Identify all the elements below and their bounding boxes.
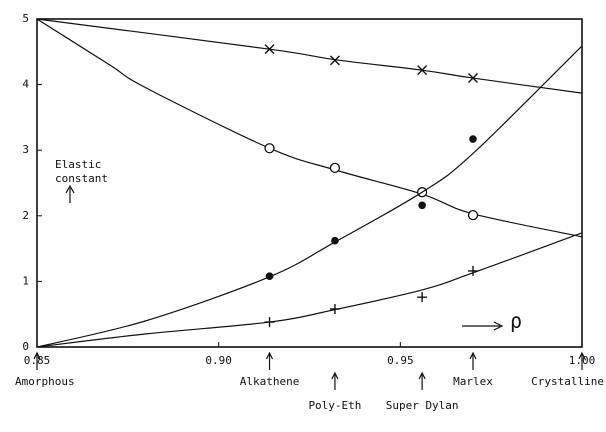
y-tick-label: 3 bbox=[22, 143, 29, 156]
material-label: Alkathene bbox=[240, 375, 300, 388]
fit-curve bbox=[36, 45, 583, 348]
y-axis-label: Elastic bbox=[55, 158, 101, 171]
fit-curve bbox=[36, 18, 583, 94]
marker-x bbox=[468, 73, 478, 84]
arrow-head bbox=[65, 184, 75, 194]
material-label: Crystalline bbox=[531, 375, 604, 388]
material-label: Super Dylan bbox=[386, 399, 459, 412]
y-tick-label: 1 bbox=[22, 274, 29, 287]
fit-curve bbox=[36, 232, 583, 348]
plot-frame bbox=[36, 18, 583, 348]
y-tick-label: 0 bbox=[22, 340, 29, 353]
material-arrow-head bbox=[331, 371, 339, 380]
marker-plus bbox=[264, 317, 275, 328]
material-label: Amorphous bbox=[15, 375, 75, 388]
marker-x bbox=[417, 65, 428, 76]
marker-plus bbox=[468, 265, 478, 276]
y-tick-label: 4 bbox=[22, 78, 29, 91]
material-arrow-head bbox=[469, 351, 477, 360]
marker-dot bbox=[331, 236, 339, 245]
x-tick-label: 0.90 bbox=[205, 354, 232, 367]
material-arrow-head bbox=[578, 351, 586, 360]
marker-circle bbox=[467, 209, 479, 221]
marker-dot bbox=[265, 272, 274, 280]
marker-plus bbox=[417, 292, 428, 303]
material-arrow-head bbox=[33, 351, 41, 360]
material-arrow-head bbox=[418, 371, 426, 380]
marker-circle bbox=[329, 162, 341, 174]
y-tick-label: 2 bbox=[22, 209, 29, 222]
marker-dot bbox=[469, 135, 477, 143]
x-axis-label: ρ bbox=[510, 309, 522, 333]
y-tick-label: 5 bbox=[22, 12, 29, 25]
marker-dot bbox=[418, 201, 426, 210]
material-label: Poly-Eth bbox=[308, 399, 361, 412]
material-label: Marlex bbox=[453, 375, 493, 388]
marker-plus bbox=[329, 303, 340, 314]
material-arrow-head bbox=[265, 351, 274, 360]
x-tick-label: 0.95 bbox=[387, 354, 414, 367]
marker-x bbox=[329, 55, 340, 66]
marker-circle bbox=[264, 143, 275, 154]
arrow-head bbox=[493, 321, 504, 331]
marker-x bbox=[264, 44, 275, 55]
y-axis-label: constant bbox=[55, 172, 108, 185]
